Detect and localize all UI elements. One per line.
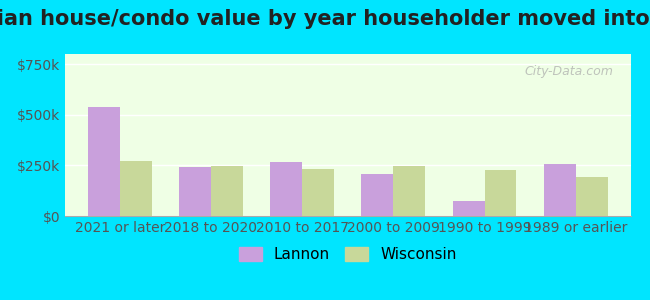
Bar bbox=[544, 164, 576, 216]
Bar bbox=[484, 170, 517, 216]
Legend: Lannon, Wisconsin: Lannon, Wisconsin bbox=[231, 240, 464, 270]
Bar bbox=[88, 107, 120, 216]
Bar bbox=[270, 162, 302, 216]
Bar bbox=[576, 176, 608, 216]
Text: City-Data.com: City-Data.com bbox=[525, 65, 614, 78]
Bar bbox=[393, 167, 425, 216]
Bar bbox=[120, 161, 151, 216]
Text: Median house/condo value by year householder moved into unit: Median house/condo value by year househo… bbox=[0, 9, 650, 29]
Bar bbox=[452, 201, 484, 216]
Bar bbox=[179, 167, 211, 216]
Bar bbox=[211, 167, 243, 216]
Bar bbox=[302, 169, 334, 216]
Bar bbox=[361, 175, 393, 216]
